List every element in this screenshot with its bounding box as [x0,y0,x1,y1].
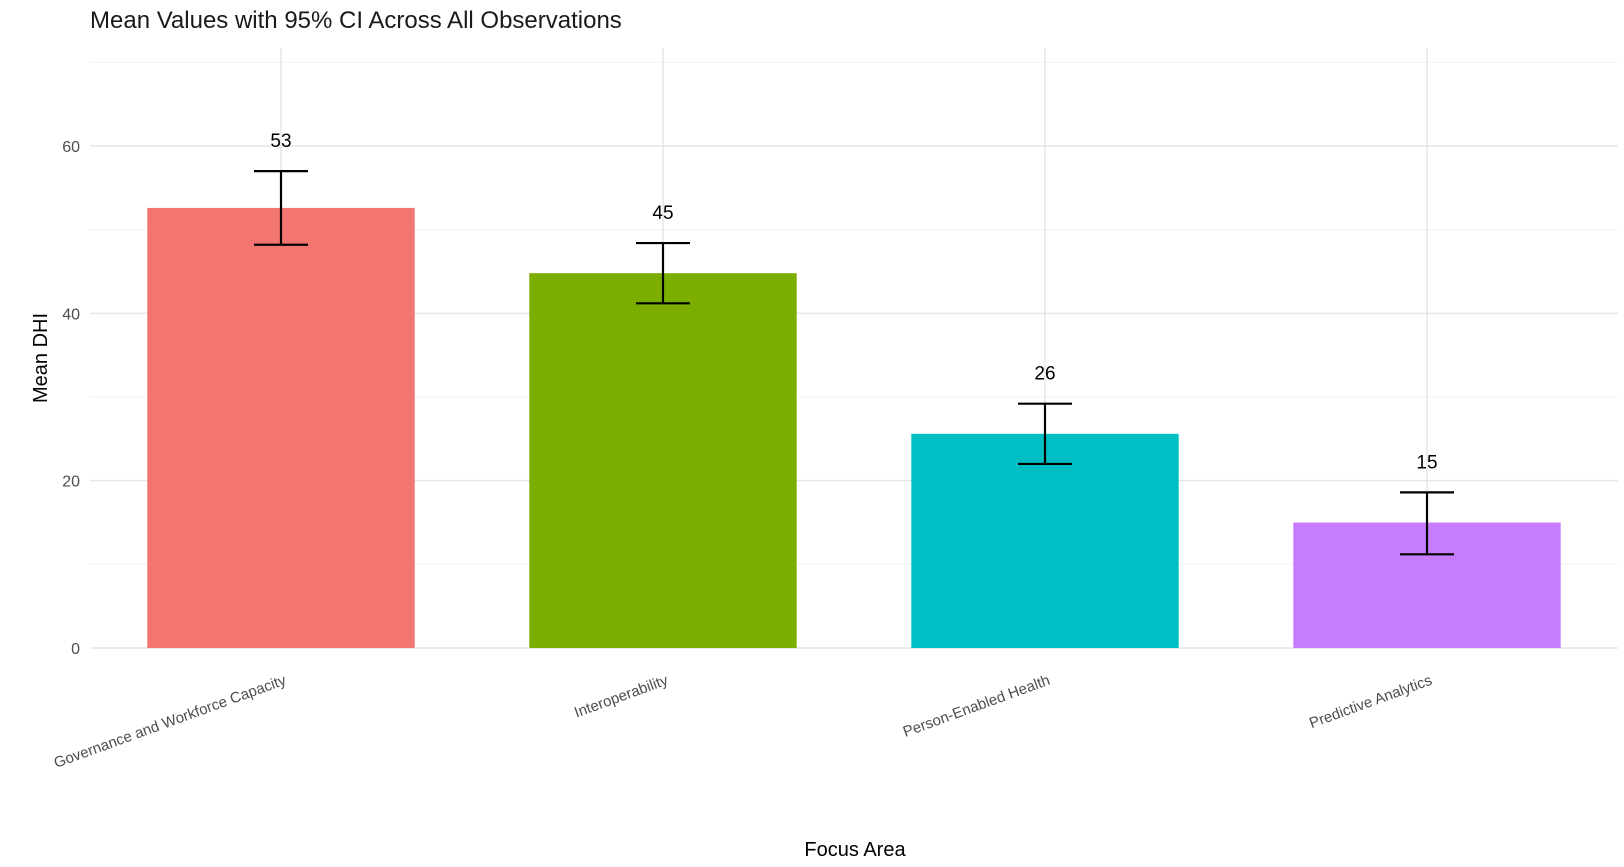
data-label: 15 [1416,452,1437,473]
x-axis-title: Focus Area [804,839,906,861]
y-axis-ticks: 0 20 40 60 [62,139,80,658]
chart-title: Mean Values with 95% CI Across All Obser… [90,7,622,34]
data-label: 53 [270,131,291,152]
bar [147,207,415,648]
y-tick-label: 20 [62,474,80,491]
x-tick-label: Interoperability [572,672,671,722]
error-bars [254,170,1454,556]
x-tick-label: Predictive Analytics [1307,672,1434,732]
y-axis-title: Mean DHI [30,313,52,403]
y-tick-label: 60 [62,139,80,156]
bar [529,273,797,648]
x-axis-categories: Governance and Workforce Capacity Interop… [52,672,1435,772]
x-tick-label: Person-Enabled Health [901,672,1053,741]
data-label: 45 [652,203,673,224]
bars [147,207,1561,648]
bar [911,433,1179,648]
y-tick-label: 0 [71,641,80,658]
data-label: 26 [1034,364,1055,385]
data-labels: 53 45 26 15 [270,131,1437,473]
y-tick-label: 40 [62,306,80,323]
x-tick-label: Governance and Workforce Capacity [52,672,289,772]
